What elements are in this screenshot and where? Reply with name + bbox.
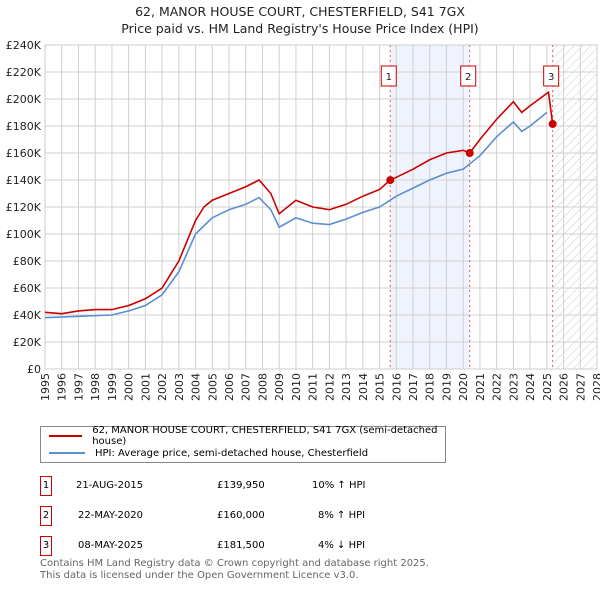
sale-row: 3 08-MAY-2025 £181,500 4% ↓ HPI [40, 536, 440, 556]
x-tick-label: 2000 [123, 373, 136, 401]
legend-label: 62, MANOR HOUSE COURT, CHESTERFIELD, S41… [92, 425, 438, 447]
x-tick-label: 2022 [491, 373, 504, 401]
sale-label-box [460, 65, 477, 87]
x-tick-label: 1996 [56, 373, 69, 401]
plot-border [44, 44, 598, 370]
y-tick-label: £100K [6, 228, 42, 241]
sale-label-box [543, 65, 560, 87]
x-tick-label: 1999 [106, 373, 119, 401]
sale-point [465, 149, 474, 157]
price-paid-line [44, 90, 554, 315]
sale-number: 3 [40, 536, 52, 556]
x-tick-label: 2016 [390, 373, 403, 401]
x-tick-label: 2027 [574, 373, 587, 401]
sale-label: 2 [465, 72, 471, 83]
x-tick-label: 2007 [240, 373, 253, 401]
x-tick-label: 2003 [173, 373, 186, 401]
sale-hpi: 10% ↑ HPI [312, 480, 366, 491]
sale-label: 3 [548, 72, 554, 83]
x-tick-label: 2004 [190, 373, 203, 401]
legend: 62, MANOR HOUSE COURT, CHESTERFIELD, S41… [40, 425, 446, 463]
sale-number: 2 [40, 506, 52, 526]
x-tick-label: 2002 [156, 373, 169, 401]
x-tick-label: 1995 [39, 373, 52, 401]
x-tick-label: 2005 [206, 373, 219, 401]
sale-label: 1 [386, 72, 392, 83]
sale-row: 1 21-AUG-2015 £139,950 10% ↑ HPI [40, 476, 440, 496]
sale-number: 1 [40, 476, 52, 496]
y-tick-label: £80K [13, 255, 42, 268]
sale-price: £160,000 [217, 510, 265, 521]
x-tick-label: 2008 [256, 373, 269, 401]
sale-hpi: 4% ↓ HPI [318, 540, 366, 551]
y-tick-label: £160K [6, 147, 42, 160]
x-tick-label: 2011 [307, 373, 320, 401]
footer-line: Contains HM Land Registry data © Crown c… [40, 558, 429, 569]
y-tick-label: £40K [13, 309, 42, 322]
x-tick-label: 2010 [290, 373, 303, 401]
legend-item-property: 62, MANOR HOUSE COURT, CHESTERFIELD, S41… [49, 425, 445, 447]
x-tick-label: 1997 [72, 373, 85, 401]
sale-price: £139,950 [217, 480, 265, 491]
sale-date: 08-MAY-2025 [78, 540, 144, 551]
x-tick-label: 2013 [340, 373, 353, 401]
x-tick-label: 2024 [524, 373, 537, 401]
x-tick-label: 2012 [323, 373, 336, 401]
x-tick-label: 2026 [558, 373, 571, 401]
x-tick-label: 2028 [591, 373, 600, 401]
sale-label-box [380, 65, 397, 87]
x-tick-label: 2021 [474, 373, 487, 401]
x-tick-label: 2001 [139, 373, 152, 401]
x-tick-label: 2025 [541, 373, 554, 401]
y-tick-label: £220K [6, 66, 42, 79]
x-tick-label: 2015 [374, 373, 387, 401]
legend-item-hpi: HPI: Average price, semi-detached house,… [49, 445, 368, 461]
y-tick-label: £140K [6, 174, 42, 187]
x-tick-label: 2017 [407, 373, 420, 401]
sale-point [548, 119, 557, 128]
y-tick-label: £240K [6, 39, 42, 52]
plot-area: 1995 1996 1997 1998 1999 2000 2001 2002 2003 2004… [6, 39, 600, 401]
chart-title: 62, MANOR HOUSE COURT, CHESTERFIELD, S41… [0, 3, 600, 37]
x-tick-label: 1998 [89, 373, 102, 401]
footer-line: This data is licensed under the Open Gov… [40, 570, 359, 581]
sale-hpi: 8% ↑ HPI [318, 510, 366, 521]
y-tick-label: £0 [27, 363, 41, 376]
y-tick-label: £180K [6, 120, 42, 133]
y-tick-label: £60K [13, 282, 42, 295]
sale-date: 22-MAY-2020 [78, 510, 144, 521]
x-tick-label: 2023 [507, 373, 520, 401]
sale-price: £181,500 [217, 540, 265, 551]
y-tick-label: £20K [13, 336, 42, 349]
y-tick-label: £120K [6, 201, 42, 214]
x-tick-label: 2018 [424, 373, 437, 401]
sale-row: 2 22-MAY-2020 £160,000 8% ↑ HPI [40, 506, 440, 526]
x-tick-label: 2009 [273, 373, 286, 401]
title-line: 62, MANOR HOUSE COURT, CHESTERFIELD, S41… [135, 4, 465, 19]
x-tick-label: 2014 [357, 373, 370, 401]
y-tick-label: £200K [6, 93, 42, 106]
x-tick-label: 2020 [457, 373, 470, 401]
sale-date: 21-AUG-2015 [76, 480, 144, 491]
footer: Contains HM Land Registry data © Crown c… [40, 558, 429, 582]
sale-point [386, 176, 395, 185]
legend-label: HPI: Average price, semi-detached house,… [95, 447, 369, 459]
hpi-line [44, 111, 548, 319]
x-tick-label: 2019 [440, 373, 453, 401]
subtitle-line: Price paid vs. HM Land Registry's House … [121, 21, 479, 36]
x-tick-label: 2006 [223, 373, 236, 401]
